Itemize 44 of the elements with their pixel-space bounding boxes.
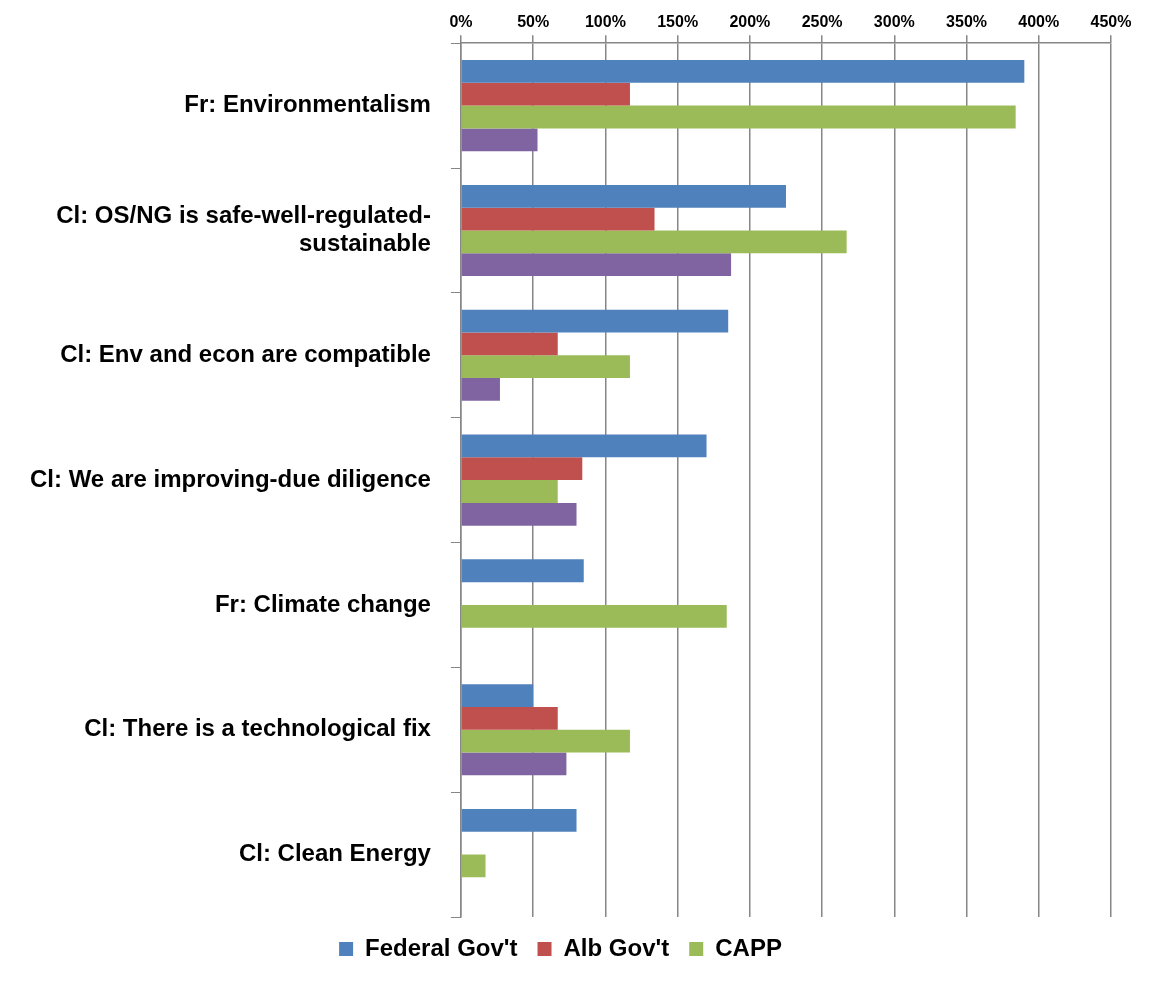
- legend-label: CAPP: [715, 933, 782, 961]
- x-tick-label: 350%: [946, 13, 988, 31]
- bar: [461, 105, 1016, 129]
- bar: [461, 684, 534, 707]
- y-tick-label: Fr: Climate change: [214, 589, 431, 617]
- bar: [461, 502, 577, 526]
- bar: [461, 604, 727, 628]
- y-tick-label: Cl: There is a technological fix: [84, 714, 432, 742]
- bar: [461, 60, 1025, 83]
- x-tick-label: 50%: [517, 13, 550, 31]
- bar: [461, 128, 538, 152]
- x-tick-label: 0%: [449, 13, 473, 31]
- bar: [461, 207, 655, 231]
- legend-label: Alb Gov't: [563, 933, 670, 961]
- bar: [461, 332, 558, 356]
- y-tick-label: Cl: We are improving-due diligence: [29, 464, 431, 492]
- x-tick-label: 300%: [873, 13, 915, 31]
- bar: [461, 355, 630, 379]
- bar: [461, 854, 486, 878]
- bar: [461, 809, 577, 832]
- x-tick-label: 250%: [801, 13, 843, 31]
- bar: [461, 309, 729, 333]
- y-tick-label: Fr: Environmentalism: [184, 90, 431, 118]
- bar: [461, 230, 847, 254]
- bar: [461, 457, 583, 481]
- x-tick-label: 150%: [657, 13, 699, 31]
- x-tick-label: 100%: [584, 13, 626, 31]
- bar: [461, 729, 630, 753]
- bar: [461, 378, 500, 401]
- x-tick-label: 200%: [729, 13, 771, 31]
- bar: [461, 706, 558, 730]
- bar: [461, 752, 567, 776]
- x-tick-label: 450%: [1090, 13, 1132, 31]
- legend-label: Federal Gov't: [365, 933, 518, 961]
- x-tick-label: 400%: [1018, 13, 1060, 31]
- bar: [461, 480, 558, 503]
- y-tick-label: Cl: Env and econ are compatible: [60, 339, 431, 367]
- y-tick-label: Cl: OS/NG is safe-well-regulated-sustainable: [56, 200, 431, 257]
- bar: [461, 184, 786, 208]
- y-tick-label: Cl: Clean Energy: [238, 839, 432, 867]
- bar: [461, 82, 630, 106]
- bar: [461, 559, 584, 583]
- bar: [461, 253, 732, 277]
- bar: [461, 434, 707, 458]
